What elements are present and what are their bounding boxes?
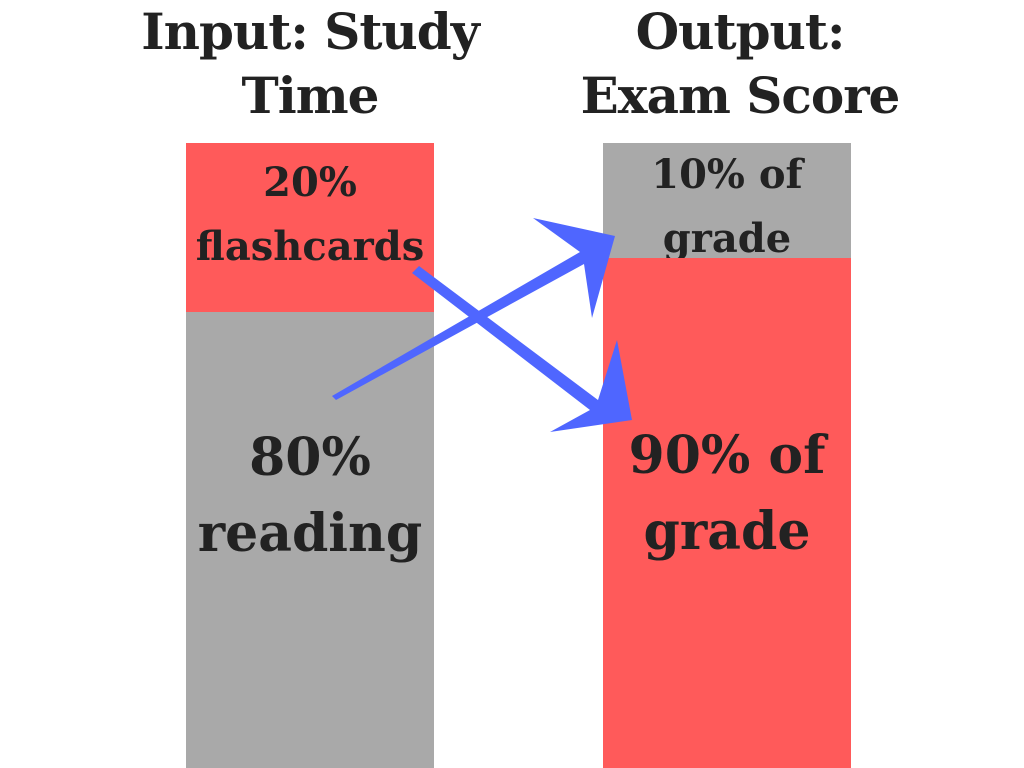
ninety-percent-segment: 90% of grade (603, 258, 851, 768)
input-title: Input: Study Time (141, 2, 480, 125)
reading-label: reading (197, 503, 423, 564)
arrow-flashcards-to-ninety-icon (412, 266, 632, 432)
input-column: 20% flashcards 80% reading (186, 143, 434, 768)
reading-percent: 80% (249, 427, 371, 488)
ten-percent-line1: 10% of (651, 151, 803, 198)
ten-percent-line2: grade (662, 215, 792, 262)
flashcards-segment: 20% flashcards (186, 143, 434, 312)
output-title: Output: Exam Score (580, 2, 901, 125)
flashcards-label: flashcards (195, 223, 425, 270)
reading-segment: 80% reading (186, 312, 434, 768)
output-column: 10% of grade 90% of grade (603, 143, 851, 768)
ninety-percent-line2: grade (643, 501, 811, 562)
ten-percent-segment: 10% of grade (603, 143, 851, 262)
flashcards-percent: 20% (263, 159, 357, 206)
ninety-percent-line1: 90% of (628, 425, 826, 486)
